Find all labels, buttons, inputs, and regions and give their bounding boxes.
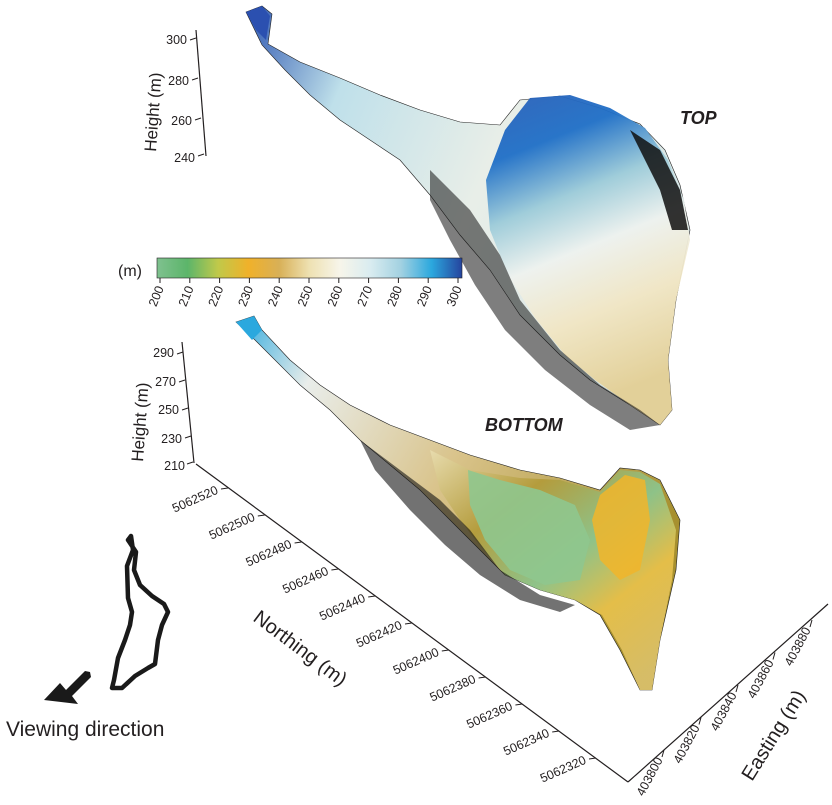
northing-tick-label: 5062380 xyxy=(428,672,478,705)
easting-tick-mark xyxy=(698,717,702,725)
bottom-height-axis: 290 270 250 230 210 Height (m) xyxy=(128,341,195,473)
easting-tick-mark xyxy=(809,619,813,628)
northing-tick-mark xyxy=(515,703,523,706)
easting-tick-label: 403860 xyxy=(745,657,777,700)
northing-tick-label: 5062500 xyxy=(207,510,257,543)
colorbar-tick-label: 300 xyxy=(444,284,465,309)
top-axis-title: Height (m) xyxy=(141,72,165,152)
northing-tick-label: 5062440 xyxy=(317,591,367,624)
northing-tick-label: 5062420 xyxy=(354,618,404,651)
northing-tick-mark xyxy=(552,730,560,733)
colorbar-tick-label: 230 xyxy=(235,284,256,309)
colorbar-unit: (m) xyxy=(118,263,142,280)
northing-tick-mark xyxy=(220,487,229,490)
northing-tick-label: 5062520 xyxy=(170,483,220,516)
colorbar-tick-label: 210 xyxy=(176,284,197,309)
northing-tick-mark xyxy=(331,568,339,571)
colorbar-tick-label: 280 xyxy=(384,284,405,309)
easting-tick-label: 403840 xyxy=(708,690,740,733)
bottom-tick-2: 270 xyxy=(155,375,176,389)
colorbar-tick-label: 260 xyxy=(325,284,346,309)
bottom-tick-5: 210 xyxy=(164,459,185,473)
colorbar: (m) 200 210 220 230 240 250 260 270 280 290 300 xyxy=(118,257,465,309)
bottom-surface xyxy=(235,315,681,691)
northing-tick-mark xyxy=(257,514,265,517)
bottom-tick-3: 250 xyxy=(158,403,179,417)
bottom-tick-1: 290 xyxy=(153,346,174,360)
northing-tick-label: 5062400 xyxy=(391,645,441,678)
bottom-axis-title: Height (m) xyxy=(128,382,152,462)
easting-tick-label: 403800 xyxy=(634,755,666,798)
colorbar-tick-label: 200 xyxy=(146,284,167,309)
northing-tick-mark xyxy=(294,541,302,544)
outline-map-icon xyxy=(109,533,171,691)
top-tick-4: 240 xyxy=(174,151,195,165)
colorbar-tick-label: 220 xyxy=(206,284,227,309)
easting-tick-mark xyxy=(735,684,739,693)
northing-tick-mark xyxy=(478,676,486,679)
northing-tick-label: 5062360 xyxy=(464,699,514,732)
top-surface xyxy=(245,5,691,430)
easting-axis-title: Easting (m) xyxy=(738,686,811,784)
viewing-direction-label: Viewing direction xyxy=(6,718,165,741)
colorbar-tick-label: 290 xyxy=(414,284,435,309)
colorbar-tick-label: 250 xyxy=(295,284,316,309)
northing-tick-mark xyxy=(441,649,449,652)
top-tick-1: 300 xyxy=(166,33,187,47)
top-tick-2: 280 xyxy=(168,74,189,88)
colorbar-tick-label: 270 xyxy=(355,284,376,309)
northing-tick-label: 5062320 xyxy=(538,753,588,786)
northing-tick-label: 5062460 xyxy=(280,564,330,597)
northing-tick-mark xyxy=(404,622,413,625)
colorbar-tick-label: 240 xyxy=(265,284,286,309)
easting-tick-label: 403820 xyxy=(671,722,703,765)
bottom-tick-4: 230 xyxy=(161,432,182,446)
easting-tick-mark xyxy=(772,652,776,660)
colorbar-ramp xyxy=(156,257,463,279)
bottom-label: BOTTOM xyxy=(485,415,564,435)
easting-tick-mark xyxy=(661,749,665,758)
northing-tick-mark xyxy=(588,757,597,760)
easting-tick-label: 403880 xyxy=(782,625,814,668)
viewing-direction-arrow-icon xyxy=(44,671,91,704)
northing-tick-label: 5062340 xyxy=(501,726,551,759)
northing-tick-label: 5062480 xyxy=(244,537,294,570)
top-label: TOP xyxy=(680,108,718,128)
top-height-axis: 300 280 260 240 Height (m) xyxy=(141,29,207,165)
top-tick-3: 260 xyxy=(171,114,192,128)
northing-axis-title: Northing (m) xyxy=(249,606,351,690)
northing-tick-mark xyxy=(368,595,376,598)
